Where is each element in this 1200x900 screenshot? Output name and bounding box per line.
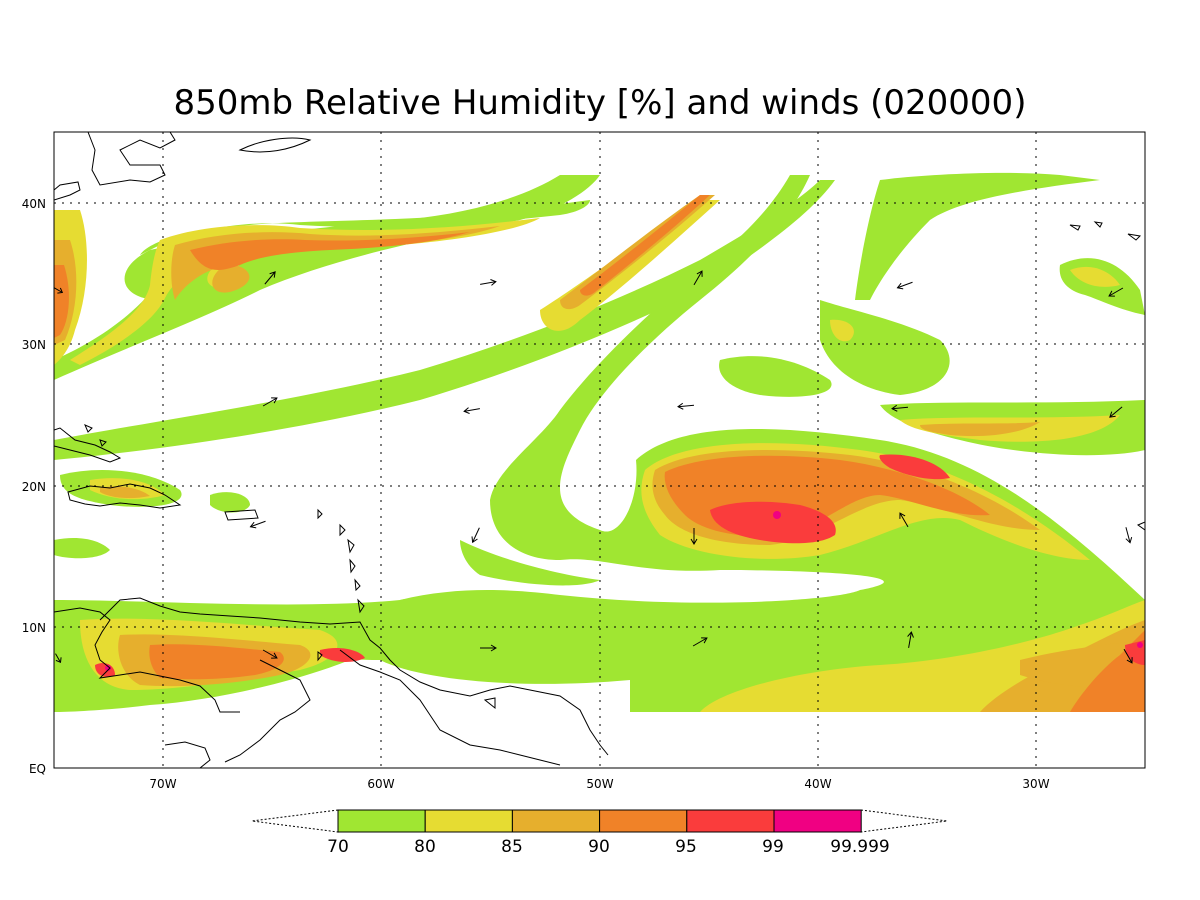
latitude-axis: 40N 30N 20N 10N EQ bbox=[22, 197, 46, 776]
lat-label: 10N bbox=[22, 621, 46, 635]
lat-label: 40N bbox=[22, 197, 46, 211]
wind-arrow bbox=[1108, 287, 1124, 297]
colorbar-swatch bbox=[686, 809, 775, 833]
wind-arrow bbox=[463, 407, 480, 414]
wind-arrow bbox=[677, 402, 695, 410]
humidity-field-95 bbox=[95, 454, 1145, 677]
wind-arrow bbox=[264, 271, 276, 285]
lon-label: 30W bbox=[1022, 777, 1049, 791]
gridlines bbox=[54, 132, 1145, 768]
wind-arrow bbox=[262, 649, 278, 659]
wind-arrow bbox=[1123, 648, 1133, 664]
colorbar-label: 99 bbox=[762, 837, 784, 857]
wind-arrow bbox=[693, 270, 703, 286]
colorbar-label: 90 bbox=[588, 837, 610, 857]
colorbar-label: 70 bbox=[327, 837, 349, 857]
lon-label: 60W bbox=[367, 777, 394, 791]
wind-arrow bbox=[54, 287, 64, 294]
colorbar-label: 80 bbox=[414, 837, 436, 857]
colorbar-swatch bbox=[337, 809, 426, 833]
longitude-axis: 70W 60W 50W 40W 30W bbox=[149, 777, 1049, 791]
wind-arrow bbox=[891, 404, 909, 412]
colorbar-label: 85 bbox=[501, 837, 523, 857]
map-frame bbox=[53, 131, 1146, 769]
wind-arrow bbox=[899, 512, 909, 528]
lat-label: 20N bbox=[22, 480, 46, 494]
wind-arrow bbox=[55, 653, 62, 664]
colorbar-min-extension bbox=[251, 809, 339, 833]
colorbar-swatch bbox=[773, 809, 862, 833]
wind-arrow bbox=[262, 397, 278, 407]
lon-label: 50W bbox=[586, 777, 613, 791]
map-canvas bbox=[54, 132, 1145, 768]
coastlines bbox=[54, 132, 1145, 768]
wind-arrow bbox=[1109, 406, 1123, 418]
wind-arrow bbox=[896, 281, 913, 290]
wind-arrow bbox=[907, 631, 914, 648]
map-title: 850mb Relative Humidity [%] and winds (0… bbox=[174, 83, 1027, 123]
lat-label: 30N bbox=[22, 338, 46, 352]
lon-label: 40W bbox=[804, 777, 831, 791]
lat-label: EQ bbox=[29, 762, 46, 776]
humidity-field-99 bbox=[105, 511, 1143, 671]
colorbar-max-extension bbox=[860, 809, 948, 833]
wind-arrow bbox=[692, 637, 708, 647]
colorbar: 70 80 85 90 95 99 99.999 bbox=[251, 809, 948, 857]
wind-arrow bbox=[471, 527, 480, 544]
wind-arrow bbox=[249, 520, 266, 529]
colorbar-swatch bbox=[511, 809, 601, 833]
colorbar-swatch bbox=[599, 809, 688, 833]
colorbar-label: 99.999 bbox=[830, 837, 889, 857]
lon-label: 70W bbox=[149, 777, 176, 791]
wind-arrow bbox=[480, 279, 497, 286]
wind-arrows bbox=[54, 270, 1133, 664]
wind-arrow bbox=[690, 528, 698, 545]
wind-arrow bbox=[1125, 527, 1133, 544]
wind-arrow bbox=[480, 644, 497, 652]
colorbar-label: 95 bbox=[675, 837, 697, 857]
colorbar-swatches bbox=[337, 809, 862, 833]
colorbar-swatch bbox=[424, 809, 513, 833]
